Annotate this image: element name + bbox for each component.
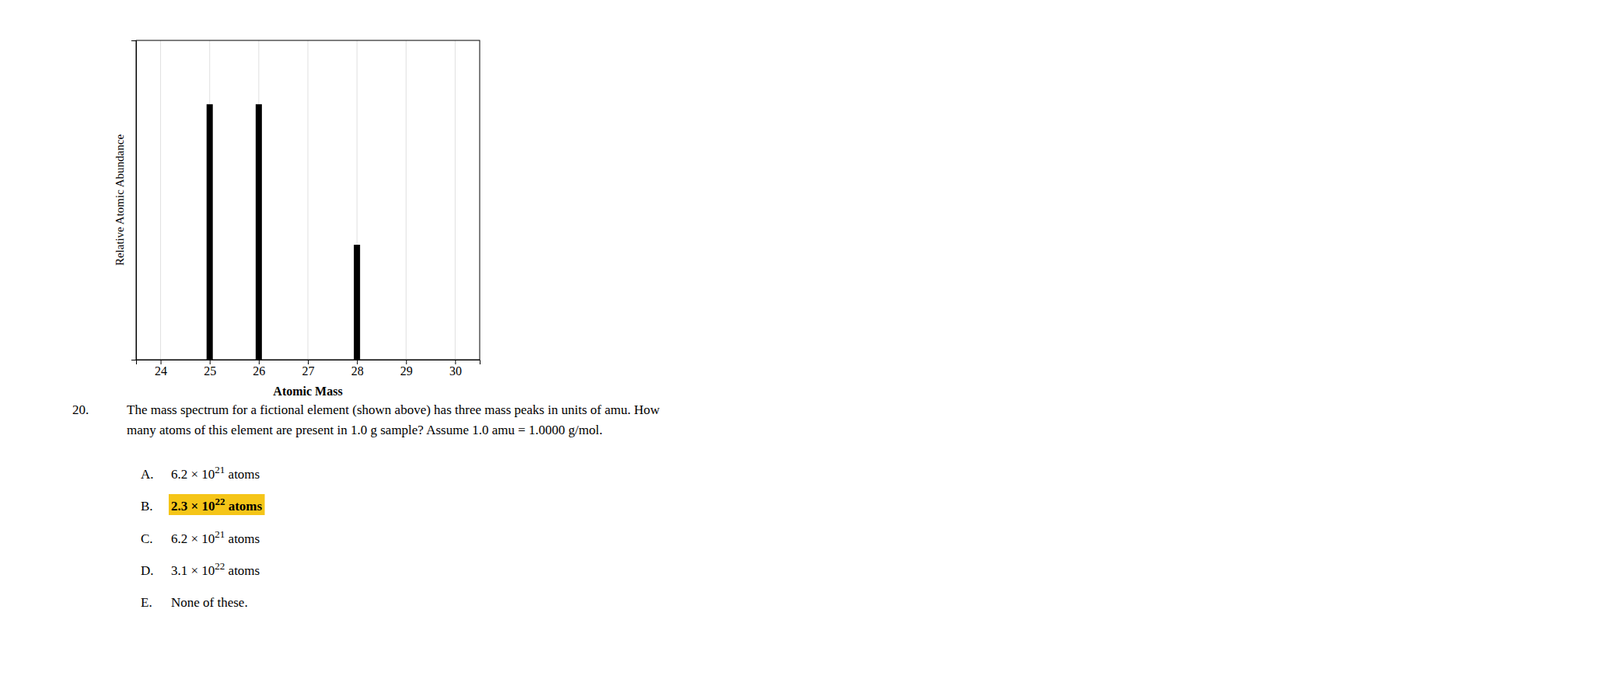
choice-exponent: 22 (214, 560, 225, 573)
plot-frame (136, 40, 480, 360)
plot: 24 25 26 27 28 29 30 (131, 40, 481, 378)
choice-label: C. (140, 531, 154, 547)
question: 20. The mass spectrum for a fictional ele… (72, 402, 661, 611)
choice-text: 6.2 × 1021 atoms (171, 528, 260, 547)
choice-base: 6.2 × 10 (171, 531, 215, 547)
bar (255, 104, 263, 360)
x-axis-line (136, 360, 481, 366)
choice-text: None of these. (171, 595, 249, 611)
x-tick: 27 (302, 359, 315, 378)
choice-highlight (168, 494, 266, 516)
x-tick-label: 30 (449, 364, 462, 378)
choice-base: 2.3 × 10 (171, 499, 215, 514)
question-number: 20. (72, 402, 89, 418)
x-tick: 28 (351, 359, 364, 378)
x-tick-mark (405, 359, 407, 365)
x-axis-title: Atomic Mass (272, 384, 343, 399)
choice-after: atoms (224, 467, 260, 483)
bar (206, 104, 214, 360)
x-tick-label: 26 (252, 364, 266, 378)
grid-line (405, 40, 407, 360)
x-tick-mark (160, 359, 162, 365)
x-tick-label: 25 (203, 364, 217, 378)
choice: D. 3.1 × 1022 atoms (140, 560, 260, 579)
choice-label: D. (140, 563, 154, 579)
choice-text: 3.1 × 1022 atoms (171, 560, 260, 579)
choice-after: atoms (224, 563, 260, 579)
x-tick-mark (307, 359, 309, 365)
grid-line (307, 40, 309, 360)
choice-base: 6.2 × 10 (171, 467, 215, 483)
x-tick-label: 28 (351, 364, 364, 378)
x-tick: 30 (449, 359, 462, 378)
choice: A. 6.2 × 1021 atoms (140, 464, 260, 483)
x-tick: 26 (252, 359, 266, 378)
choice-base: 3.1 × 10 (171, 563, 215, 579)
choice-after: atoms (224, 531, 260, 547)
x-tick: 29 (400, 359, 413, 378)
grid (160, 40, 456, 360)
grid-line (454, 40, 456, 360)
choice: E. None of these. (140, 595, 249, 611)
choice-label: A. (140, 467, 154, 483)
choice-label: B. (140, 499, 154, 514)
choice-exponent: 22 (214, 496, 225, 508)
grid-line (160, 40, 161, 360)
y-axis-title: Relative Atomic Abundance (113, 134, 126, 266)
question-text: The mass spectrum for a fictional elemen… (126, 402, 661, 418)
choice-text: 2.3 × 1022 atoms (171, 496, 263, 514)
x-tick-mark (258, 359, 260, 365)
bars (206, 104, 360, 360)
choice-exponent: 21 (214, 528, 225, 541)
x-tick-mark (356, 359, 358, 365)
x-tick-label: 29 (400, 364, 413, 378)
choice: B. 2.3 × 1022 atoms (140, 494, 266, 516)
choice-label: E. (140, 595, 153, 611)
choice-after: atoms (224, 499, 263, 514)
x-tick-label: 24 (154, 364, 168, 378)
choice: C. 6.2 × 1021 atoms (140, 528, 260, 547)
bar (353, 244, 360, 360)
x-tick-mark (209, 359, 211, 365)
question-text: many atoms of this element are present i… (126, 422, 603, 438)
x-tick-mark (454, 359, 456, 365)
choice-exponent: 21 (214, 464, 225, 476)
x-tick: 24 (154, 359, 168, 378)
x-tick-label: 27 (302, 364, 315, 378)
x-tick: 25 (203, 359, 217, 378)
canvas: 24 25 26 27 28 29 30 Atomic Mass Relative Atomic… (0, 0, 1600, 679)
choice-base: None of these. (171, 595, 249, 611)
choice-text: 6.2 × 1021 atoms (171, 464, 260, 483)
x-axis: 24 25 26 27 28 29 30 (136, 359, 481, 378)
